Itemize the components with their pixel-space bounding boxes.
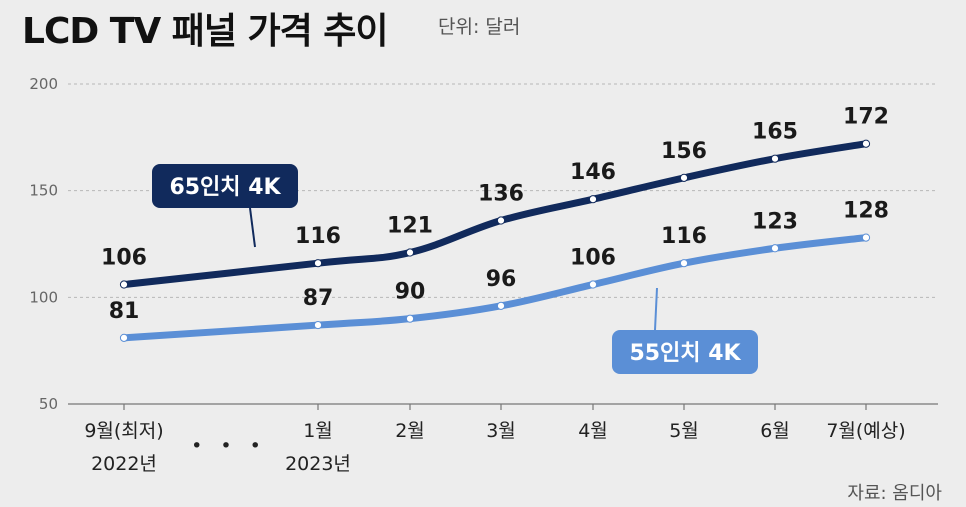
x-tick-label: 2월 [395, 420, 425, 442]
legend-badge-label: 55인치 4K [629, 341, 741, 366]
data-point [861, 233, 871, 242]
axis-gap-dots: • • • [191, 435, 267, 457]
data-label: 87 [303, 286, 334, 311]
data-label: 116 [661, 224, 707, 249]
data-point [119, 280, 129, 289]
y-tick-label: 100 [29, 288, 58, 306]
data-label: 106 [101, 246, 147, 271]
data-point [496, 216, 506, 225]
source-label: 자료: 옴디아 [847, 483, 942, 504]
x-axis: 9월(최저) 2022년 1월 2023년 2월 3월 4월 5월 6월 7월(예상) • • • [68, 403, 938, 475]
x-tick-year-label: 2023년 [285, 453, 351, 475]
legend-badge [612, 330, 758, 374]
data-point [405, 248, 415, 257]
badge-leader-line [249, 207, 256, 248]
x-tick-label: 7월(예상) [826, 420, 905, 442]
x-tick-year-label: 2022년 [91, 453, 157, 475]
y-tick-label: 200 [29, 75, 58, 93]
data-point [588, 280, 598, 289]
x-tick-label: 4월 [578, 420, 608, 442]
data-labels: 106 116 121 136 146 156 165 172 81 87 90 96 106 116 12… [101, 105, 889, 324]
data-label: 123 [752, 209, 798, 234]
unit-label: 단위: 달러 [438, 16, 521, 38]
data-label: 128 [843, 199, 889, 224]
legend-badge-label: 65인치 4K [169, 175, 281, 200]
data-point [313, 259, 323, 268]
y-axis-ticks: 50 100 150 200 [29, 75, 58, 413]
data-point [405, 314, 415, 323]
data-point [679, 259, 689, 268]
chart-title: LCD TV 패널 가격 추이 [22, 11, 389, 52]
data-label: 136 [478, 182, 524, 207]
legend-badge [152, 164, 298, 208]
x-tick-label: 5월 [669, 420, 699, 442]
data-point [770, 154, 780, 163]
data-label: 96 [486, 267, 517, 292]
data-point [588, 195, 598, 204]
data-point [679, 173, 689, 182]
data-label: 106 [570, 246, 616, 271]
data-label: 156 [661, 139, 707, 164]
data-point [861, 139, 871, 148]
data-point [770, 244, 780, 253]
data-point [313, 320, 323, 330]
data-label: 121 [387, 214, 433, 239]
x-tick-label: 1월 [303, 420, 333, 442]
data-point [119, 333, 129, 342]
data-label: 90 [395, 280, 426, 305]
x-tick-label: 6월 [760, 420, 790, 442]
data-label: 165 [752, 120, 798, 145]
x-tick-label: 3월 [486, 420, 516, 442]
legend-badges: 65인치 4K 55인치 4K [152, 164, 758, 374]
x-tick-label: 9월(최저) [84, 420, 163, 442]
y-tick-label: 150 [29, 182, 58, 200]
data-label: 172 [843, 105, 889, 130]
badge-leader-line [654, 287, 658, 331]
data-points [119, 139, 871, 342]
data-point [496, 301, 506, 310]
data-label: 146 [570, 160, 616, 185]
data-label: 116 [295, 224, 341, 249]
y-tick-label: 50 [39, 395, 58, 413]
data-label: 81 [109, 299, 140, 324]
